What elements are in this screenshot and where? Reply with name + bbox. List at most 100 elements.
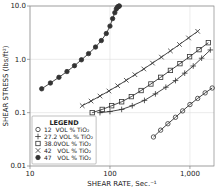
marker	[119, 107, 125, 113]
marker	[80, 103, 85, 108]
marker	[150, 61, 155, 66]
grid-line	[189, 6, 190, 166]
marker	[177, 42, 182, 47]
marker	[168, 68, 172, 72]
legend-label: 12 VOL % TiO₂	[44, 126, 90, 133]
marker	[36, 141, 40, 145]
tick	[27, 59, 30, 60]
axes: 101001,0000.010.11.010.0	[10, 2, 214, 178]
marker	[36, 148, 41, 153]
tick	[30, 166, 31, 169]
marker	[208, 47, 214, 53]
marker	[65, 69, 69, 73]
legend-box	[32, 116, 96, 164]
plot-frame	[30, 6, 214, 166]
series-line	[42, 6, 120, 89]
marker	[110, 16, 114, 20]
marker	[158, 128, 162, 132]
grid	[30, 6, 214, 166]
legend-label: 47 VOL % TiO₂	[44, 154, 92, 161]
marker	[190, 63, 196, 69]
marker	[35, 134, 41, 140]
marker	[119, 100, 123, 104]
marker	[153, 91, 159, 97]
marker	[100, 107, 104, 111]
legend-item: 42 VOL % TiO₂	[36, 147, 92, 154]
marker	[109, 104, 113, 108]
marker	[39, 87, 43, 91]
marker	[173, 115, 177, 119]
marker	[107, 109, 113, 115]
marker	[139, 88, 143, 92]
legend-item: 47 VOL % TiO₂	[36, 154, 92, 161]
tick-label: 10.0	[10, 2, 26, 10]
legend: LEGEND12 VOL % TiO₂27.2 VOL % TiO₂38.0VO…	[32, 116, 96, 164]
legend-label: 42 VOL % TiO₂	[44, 147, 92, 154]
tick	[27, 6, 30, 7]
tick-label: 10	[26, 170, 35, 178]
marker	[168, 49, 173, 54]
marker	[206, 41, 210, 45]
marker	[188, 102, 192, 106]
legend-label: 38.0VOL % TiO₂	[44, 140, 92, 147]
marker	[117, 4, 121, 8]
marker	[86, 51, 90, 55]
marker	[195, 29, 200, 34]
marker	[159, 55, 164, 60]
tick-label: 1,000	[180, 170, 200, 178]
marker	[79, 58, 83, 62]
grid-line	[109, 6, 110, 166]
marker	[129, 94, 133, 98]
marker	[90, 110, 94, 114]
marker	[142, 98, 148, 104]
series-line	[153, 88, 212, 137]
marker	[36, 155, 40, 159]
marker	[89, 99, 94, 104]
marker	[36, 127, 40, 131]
marker	[163, 84, 169, 90]
marker	[187, 55, 191, 59]
marker	[129, 103, 135, 109]
y-axis-label: SHEAR STRESS (lbs/ft²)	[2, 45, 10, 126]
x-axis-label: SHEAR RATE, Sec.⁻¹	[87, 180, 157, 188]
marker	[195, 96, 199, 100]
legend-label: 27.2 VOL % TiO₂	[44, 133, 94, 140]
tick-label: 0.1	[15, 109, 26, 117]
marker	[124, 78, 129, 83]
marker	[158, 75, 162, 79]
marker	[107, 89, 112, 94]
marker	[133, 72, 138, 77]
tick	[189, 166, 190, 169]
legend-item: 38.0VOL % TiO₂	[36, 140, 92, 147]
marker	[180, 109, 184, 113]
marker	[72, 63, 76, 67]
tick-label: 0.01	[10, 162, 26, 170]
marker	[151, 135, 155, 139]
marker	[203, 91, 207, 95]
marker	[149, 82, 153, 86]
marker	[93, 45, 97, 49]
tick	[27, 112, 30, 113]
marker	[182, 70, 188, 76]
marker	[57, 75, 61, 79]
grid-line	[30, 112, 214, 113]
marker	[48, 81, 52, 85]
marker	[210, 86, 214, 90]
marker	[178, 61, 182, 65]
series-line	[92, 43, 208, 113]
marker	[166, 122, 170, 126]
marker	[173, 78, 179, 84]
legend-item: 12 VOL % TiO₂	[36, 126, 90, 133]
marker	[99, 38, 103, 42]
marker	[104, 31, 108, 35]
marker	[186, 36, 191, 41]
marker	[197, 47, 201, 51]
tick-label: 100	[103, 170, 116, 178]
marker	[108, 24, 112, 28]
marker	[98, 94, 103, 99]
tick	[27, 166, 30, 167]
marker	[115, 83, 120, 88]
marker	[199, 55, 205, 61]
chart: 101001,0000.010.11.010.0SHEAR RATE, Sec.…	[0, 0, 222, 189]
markers	[39, 4, 214, 139]
